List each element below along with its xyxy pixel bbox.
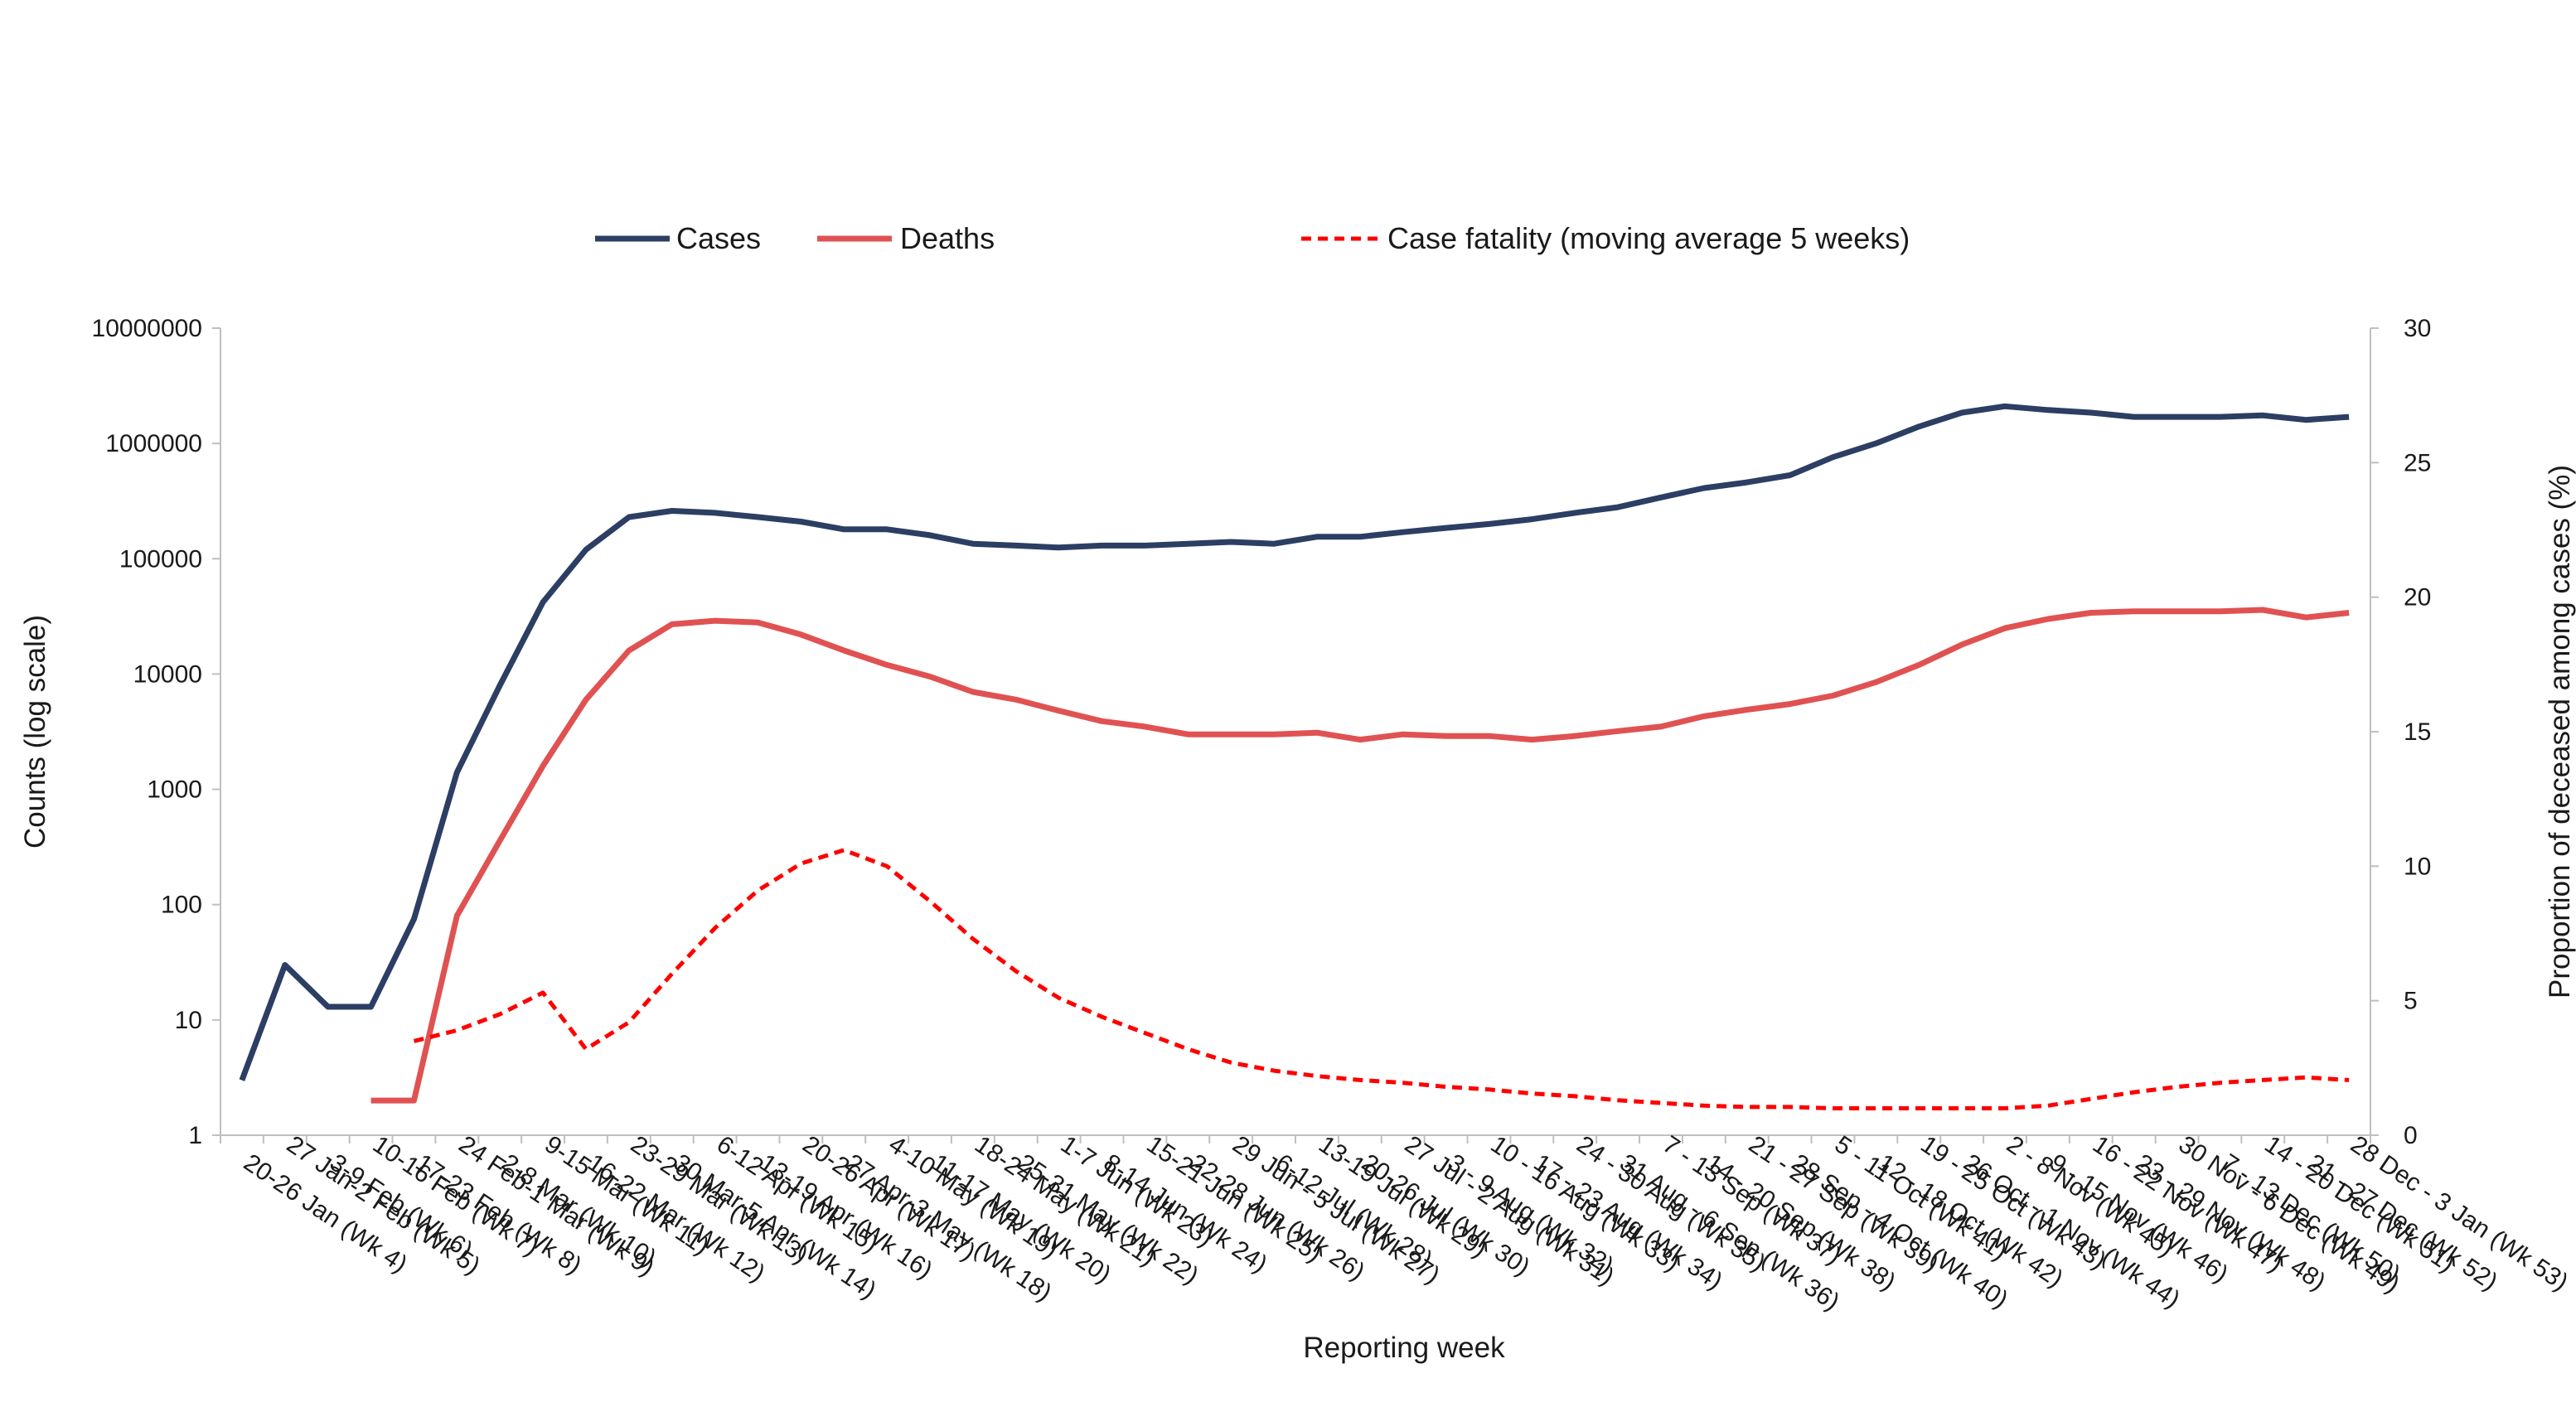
legend-label-cases: Cases: [676, 221, 761, 255]
y-tick-left-label: 1: [188, 1122, 202, 1149]
y-tick-right-label: 30: [2404, 315, 2431, 342]
y-tick-right-label: 20: [2404, 584, 2431, 612]
series-line: [413, 848, 2350, 1110]
series-line: [370, 607, 2350, 1104]
x-ticks: 20-26 Jan (Wk 4)27 Jan-2 Feb (Wk 5)3-9 F…: [220, 1130, 2573, 1316]
y-tick-right-label: 5: [2404, 988, 2418, 1015]
y-axis-title-right: Proportion of deceased among cases (%): [2544, 465, 2576, 999]
y-tick-left-label: 1000000: [105, 430, 202, 457]
y-tick-right-label: 0: [2404, 1122, 2418, 1149]
series-0: [239, 403, 2350, 1081]
legend-item-cases: Cases: [595, 221, 761, 255]
series-layer: [239, 403, 2350, 1110]
y-tick-right-label: 15: [2404, 718, 2431, 746]
y-ticks-right: 0 5 10 15 20 25 30: [2370, 315, 2431, 1149]
series-1: [370, 607, 2350, 1104]
series-line: [239, 403, 2350, 1081]
legend-item-case-fatality: Case fatality (moving average 5 weeks): [1301, 221, 1910, 255]
y-tick-left-label: 10: [175, 1007, 202, 1034]
y-tick-left-label: 1000: [147, 776, 202, 804]
y-tick-right-label: 25: [2404, 449, 2431, 476]
y-tick-left-label: 100: [161, 892, 202, 919]
legend-label-case-fatality: Case fatality (moving average 5 weeks): [1387, 221, 1910, 255]
legend-label-deaths: Deaths: [900, 221, 995, 255]
x-axis-title: Reporting week: [1303, 1332, 1505, 1364]
legend: Cases Deaths Case fatality (moving avera…: [595, 221, 1910, 255]
y-tick-left-label: 100000: [119, 545, 202, 573]
y-tick-right-label: 10: [2404, 853, 2431, 880]
y-axis-title-left: Counts (log scale): [19, 615, 51, 849]
y-tick-left-label: 10000: [133, 660, 202, 688]
y-tick-left-label: 10000000: [92, 315, 202, 342]
series-2: [413, 848, 2350, 1110]
y-ticks-left: 1 10 100 1000 10000 100000 1000000 10000000: [92, 315, 220, 1149]
legend-item-deaths: Deaths: [817, 221, 995, 255]
